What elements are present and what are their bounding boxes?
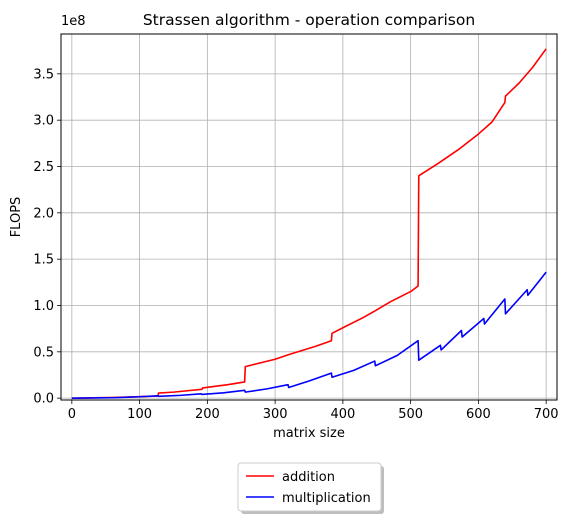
y-tick-label: 2.0	[33, 206, 54, 221]
legend-label-addition: addition	[282, 470, 335, 485]
y-tick-label: 2.5	[33, 160, 54, 175]
x-tick-label: 700	[534, 407, 559, 422]
y-tick-label: 1.5	[33, 253, 54, 268]
y-tick-label: 3.0	[33, 114, 54, 129]
x-axis-label: matrix size	[273, 426, 345, 441]
plot-area-frame	[60, 33, 558, 401]
legend: addition multiplication	[237, 462, 384, 514]
x-axis-ticks: 0 100 200 300 400 500 600 700	[68, 400, 559, 422]
y-axis-offset-label: 1e8	[61, 14, 86, 29]
series-lines	[71, 48, 547, 399]
y-tick-label: 0.5	[33, 345, 54, 360]
x-tick-label: 200	[195, 407, 220, 422]
x-tick-label: 0	[68, 407, 76, 422]
x-tick-label: 600	[466, 407, 491, 422]
y-tick-label: 1.0	[33, 299, 54, 314]
grid-lines	[61, 34, 557, 400]
chart-title: Strassen algorithm - operation compariso…	[143, 11, 475, 29]
series-line-multiplication	[71, 271, 547, 399]
y-axis-ticks: 0.0 0.5 1.0 1.5 2.0 2.5 3.0 3.5	[33, 67, 61, 407]
legend-box	[237, 462, 382, 512]
x-tick-label: 400	[330, 407, 355, 422]
y-tick-label: 0.0	[33, 392, 54, 407]
x-tick-label: 500	[398, 407, 423, 422]
x-tick-label: 100	[127, 407, 152, 422]
series-line-addition	[71, 48, 547, 399]
x-tick-label: 300	[263, 407, 288, 422]
y-axis-label: FLOPS	[9, 197, 24, 238]
legend-label-multiplication: multiplication	[282, 491, 371, 506]
y-tick-label: 3.5	[33, 67, 54, 82]
